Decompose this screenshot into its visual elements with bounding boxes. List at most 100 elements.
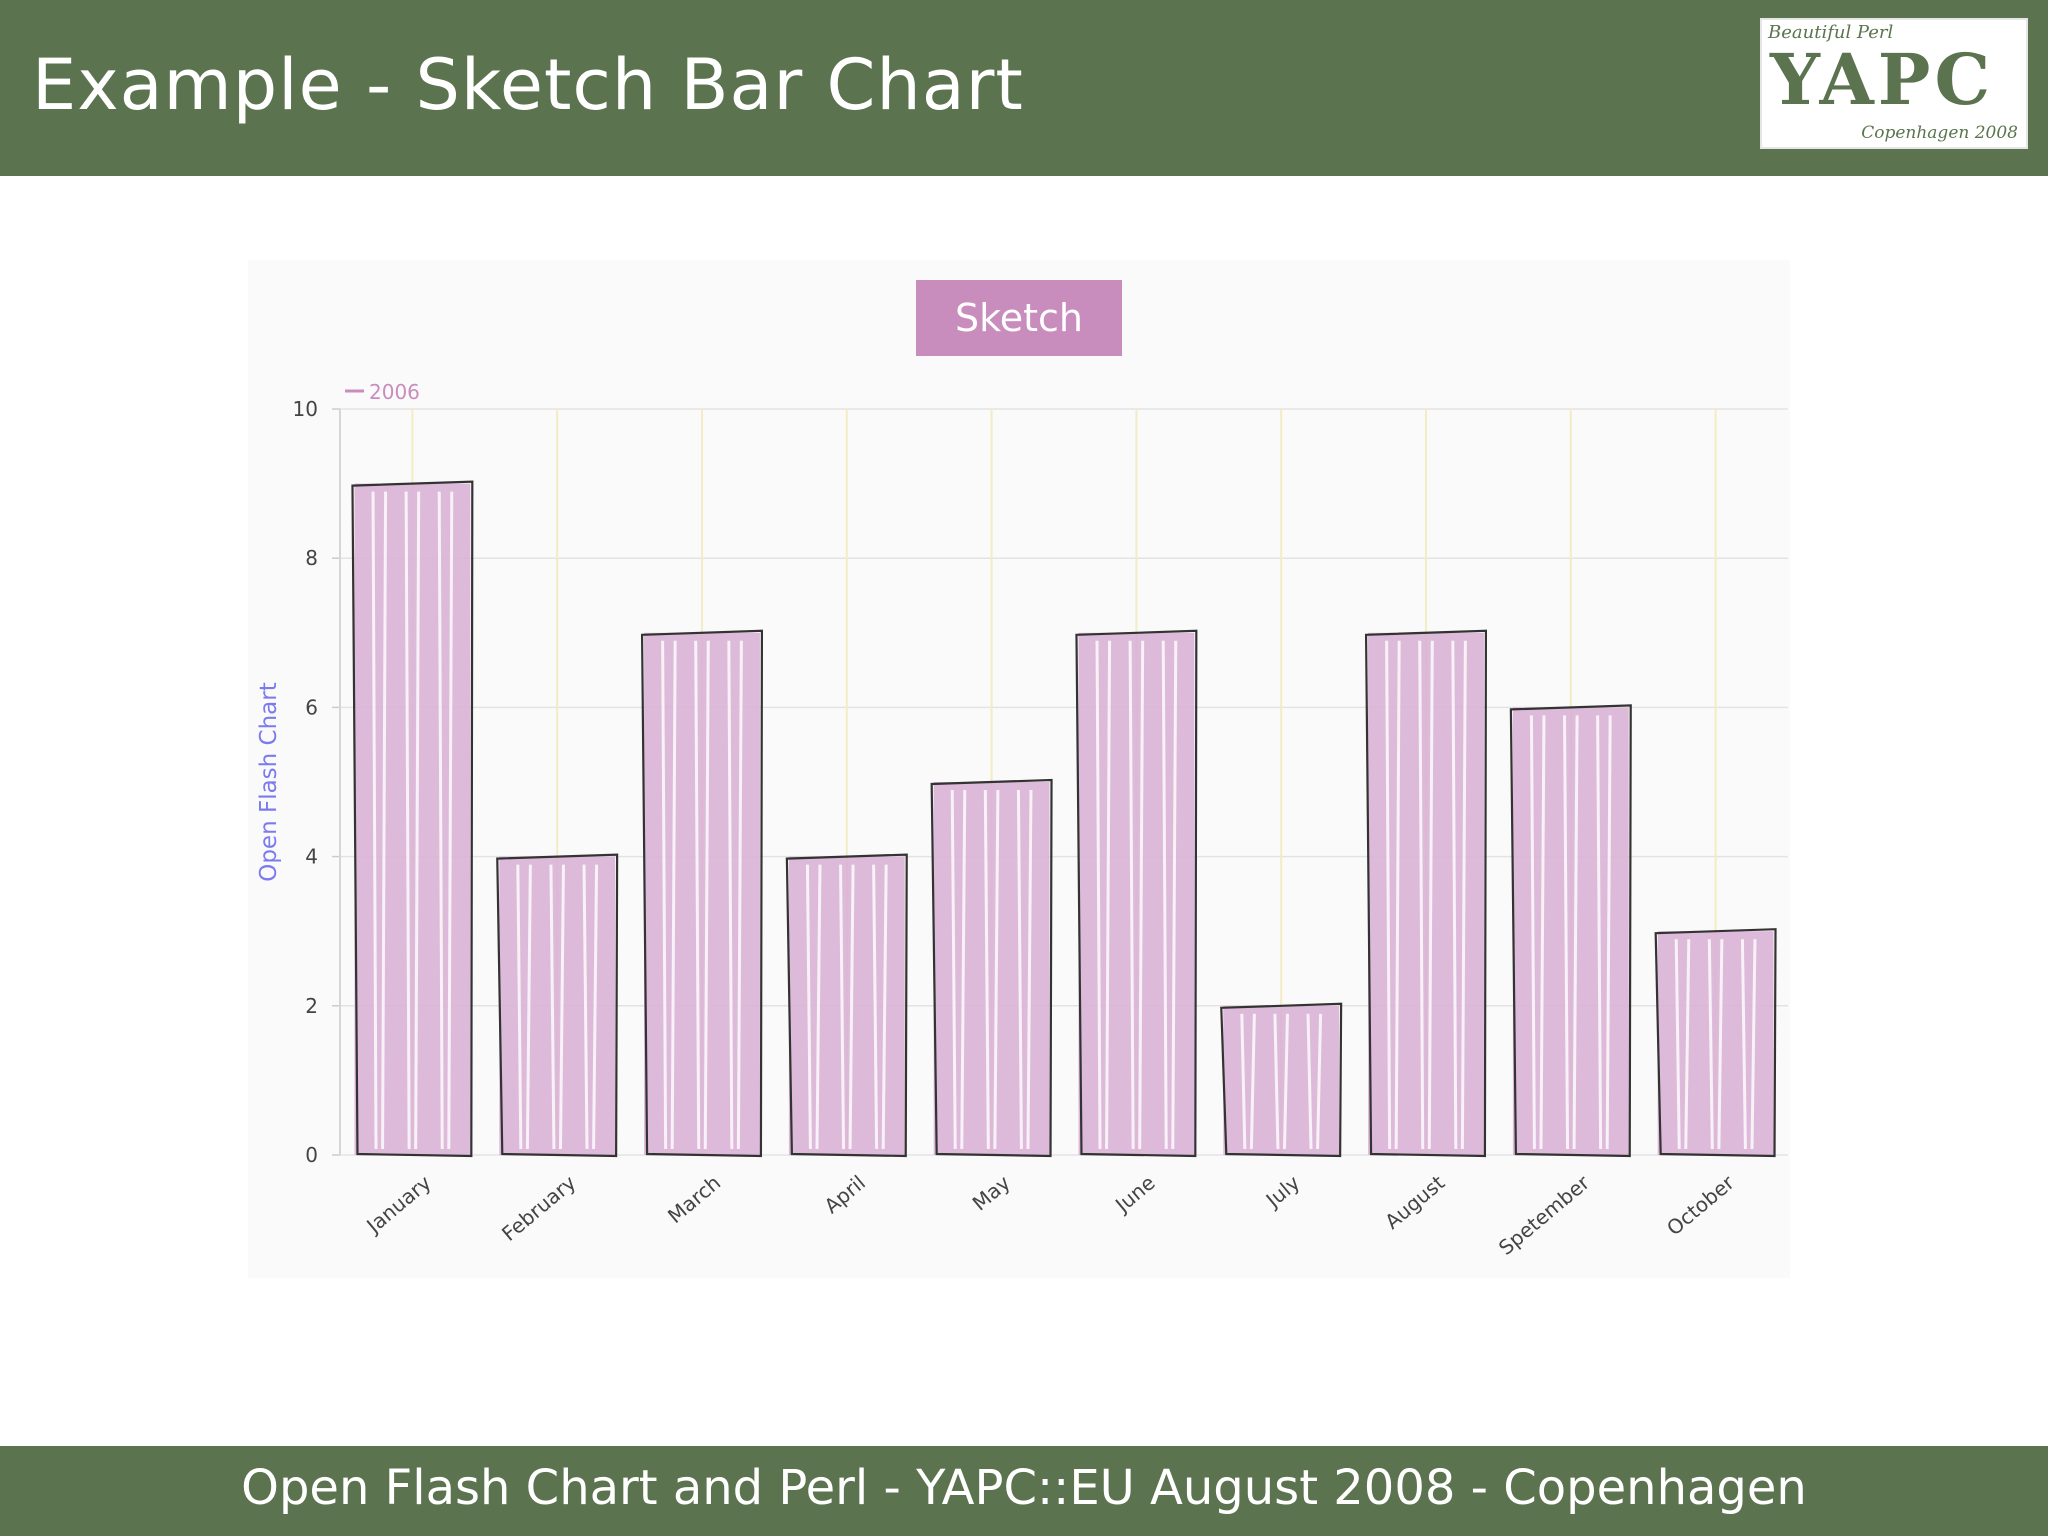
bar bbox=[1078, 632, 1195, 1155]
logo-location: Copenhagen 2008 bbox=[1861, 123, 2018, 143]
bar-sketch-stroke bbox=[371, 491, 378, 1150]
y-tick-label: 8 bbox=[305, 546, 318, 570]
bar-sketch-stroke bbox=[525, 864, 532, 1150]
bar-sketch-stroke bbox=[1605, 715, 1612, 1150]
bar-outline bbox=[1509, 704, 1632, 1158]
bar-sketch-stroke bbox=[1385, 640, 1392, 1150]
x-tick-label: March bbox=[663, 1170, 725, 1228]
bar-sketch-stroke bbox=[549, 864, 556, 1150]
bar bbox=[788, 856, 905, 1155]
x-tick-label: April bbox=[820, 1170, 870, 1218]
bar-sketch-stroke bbox=[1539, 715, 1546, 1150]
bar-outline bbox=[1364, 629, 1488, 1158]
slide-footer: Open Flash Chart and Perl - YAPC::EU Aug… bbox=[0, 1446, 2048, 1536]
bar-sketch-stroke bbox=[1418, 640, 1425, 1150]
bar-sketch-stroke bbox=[1563, 715, 1570, 1150]
bar-sketch-stroke bbox=[727, 640, 734, 1150]
bar-sketch-stroke bbox=[950, 789, 957, 1150]
bar-sketch-stroke bbox=[848, 864, 855, 1150]
footer-text: Open Flash Chart and Perl - YAPC::EU Aug… bbox=[241, 1460, 1807, 1516]
bar-sketch-stroke bbox=[1674, 939, 1681, 1150]
bar-outline bbox=[930, 778, 1053, 1158]
bar bbox=[1368, 632, 1484, 1155]
y-tick-label: 2 bbox=[305, 994, 318, 1018]
bar bbox=[1657, 931, 1774, 1155]
bar-sketch-stroke bbox=[1273, 1013, 1280, 1150]
bar-sketch-stroke bbox=[670, 640, 677, 1150]
bar-sketch-stroke bbox=[1451, 640, 1458, 1150]
bar-sketch-stroke bbox=[582, 864, 589, 1150]
bar-sketch-stroke bbox=[592, 864, 599, 1150]
bar-sketch-stroke bbox=[703, 640, 710, 1150]
yapc-logo: Beautiful Perl YAPC Copenhagen 2008 bbox=[1760, 18, 2028, 149]
bar-sketch-stroke bbox=[661, 640, 668, 1150]
slide-header: Example - Sketch Bar Chart Beautiful Per… bbox=[0, 0, 2048, 176]
x-tick-label: July bbox=[1260, 1170, 1305, 1213]
bar-sketch-stroke bbox=[1128, 640, 1135, 1150]
bar-sketch-stroke bbox=[1026, 789, 1033, 1150]
bar-sketch-stroke bbox=[872, 864, 879, 1150]
bar-sketch-stroke bbox=[516, 864, 523, 1150]
slide-title: Example - Sketch Bar Chart bbox=[32, 44, 1024, 126]
bar-sketch-stroke bbox=[1138, 640, 1145, 1150]
bar-sketch-stroke bbox=[1750, 939, 1757, 1150]
bar-sketch-stroke bbox=[1105, 640, 1112, 1150]
legend-label: 2006 bbox=[369, 380, 420, 404]
bar-sketch-stroke bbox=[558, 864, 565, 1150]
x-tick-label: May bbox=[968, 1170, 1015, 1215]
y-tick-label: 10 bbox=[293, 397, 318, 421]
bar-sketch-stroke bbox=[1394, 640, 1401, 1150]
bar-sketch-stroke bbox=[1596, 715, 1603, 1150]
bar-sketch-stroke bbox=[1316, 1013, 1323, 1150]
bar bbox=[644, 632, 760, 1155]
bar-sketch-stroke bbox=[381, 491, 388, 1150]
bar bbox=[1512, 707, 1629, 1155]
bar-outline bbox=[351, 480, 474, 1158]
bar-sketch-stroke bbox=[1306, 1013, 1313, 1150]
bar-sketch-stroke bbox=[694, 640, 701, 1150]
bar-sketch-stroke bbox=[815, 864, 822, 1150]
bar bbox=[933, 782, 1050, 1155]
bar-sketch-stroke bbox=[1427, 640, 1434, 1150]
y-tick-label: 6 bbox=[305, 695, 318, 719]
bar-sketch-stroke bbox=[881, 864, 888, 1150]
x-tick-label: Spetember bbox=[1494, 1170, 1595, 1260]
bar-sketch-stroke bbox=[447, 491, 454, 1150]
bar-sketch-stroke bbox=[983, 789, 990, 1150]
bar-sketch-stroke bbox=[1572, 715, 1579, 1150]
bar-outline bbox=[1075, 629, 1198, 1158]
bar-sketch-stroke bbox=[1161, 640, 1168, 1150]
bar-sketch-stroke bbox=[993, 789, 1000, 1150]
y-tick-label: 4 bbox=[305, 845, 318, 869]
x-tick-label: June bbox=[1109, 1170, 1159, 1218]
chart-title: Sketch bbox=[916, 280, 1122, 356]
bar-sketch-stroke bbox=[1249, 1013, 1256, 1150]
logo-mark: YAPC bbox=[1770, 38, 1995, 121]
x-tick-label: August bbox=[1380, 1170, 1449, 1233]
bar-sketch-stroke bbox=[1282, 1013, 1289, 1150]
bar-sketch-stroke bbox=[1240, 1013, 1247, 1150]
bar-sketch-stroke bbox=[1171, 640, 1178, 1150]
x-tick-label: January bbox=[361, 1170, 436, 1239]
bar-sketch-stroke bbox=[404, 491, 411, 1150]
logo-tagline: Beautiful Perl bbox=[1768, 22, 1894, 43]
bar-outline bbox=[496, 853, 619, 1158]
bar-outline bbox=[640, 629, 764, 1158]
bar-sketch-stroke bbox=[1707, 939, 1714, 1150]
bar-sketch-stroke bbox=[1740, 939, 1747, 1150]
bar-sketch-stroke bbox=[1460, 640, 1467, 1150]
bar-sketch-stroke bbox=[1016, 789, 1023, 1150]
y-axis-label: Open Flash Chart bbox=[256, 682, 282, 882]
bar-sketch-stroke bbox=[805, 864, 812, 1150]
bar-sketch-stroke bbox=[1684, 939, 1691, 1150]
bar-sketch-stroke bbox=[960, 789, 967, 1150]
bar bbox=[354, 483, 471, 1156]
x-tick-label: February bbox=[497, 1170, 580, 1245]
x-tick-label: October bbox=[1662, 1170, 1739, 1240]
bar-sketch-stroke bbox=[1529, 715, 1536, 1150]
bar-sketch-stroke bbox=[736, 640, 743, 1150]
bar-sketch-stroke bbox=[414, 491, 421, 1150]
bar-sketch-stroke bbox=[437, 491, 444, 1150]
bar-outline bbox=[785, 853, 908, 1158]
